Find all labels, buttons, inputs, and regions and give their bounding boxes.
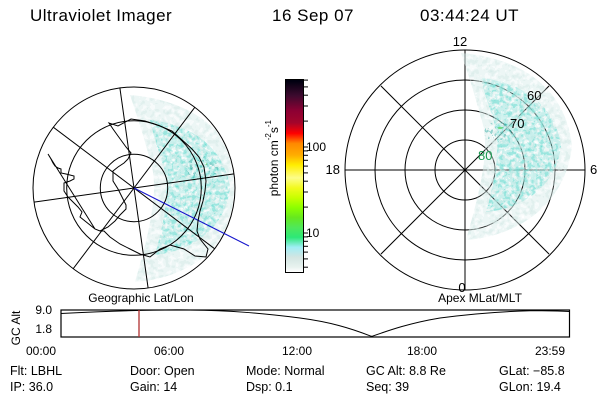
svg-text:Dsp: 0.1: Dsp: 0.1 [246, 380, 293, 394]
svg-text:12:00: 12:00 [282, 344, 312, 358]
svg-text:70: 70 [510, 116, 524, 131]
svg-text:23:59: 23:59 [535, 344, 565, 358]
svg-text:9.0: 9.0 [35, 303, 52, 317]
svg-text:80: 80 [478, 148, 492, 163]
svg-text:Mode: Normal: Mode: Normal [246, 364, 325, 378]
svg-text:1.8: 1.8 [35, 322, 52, 336]
svg-text:Apex MLat/MLT: Apex MLat/MLT [438, 291, 522, 305]
svg-text:Gain: 14: Gain: 14 [130, 380, 177, 394]
svg-text:GC Alt: 8.8 Re: GC Alt: 8.8 Re [366, 364, 446, 378]
svg-text:Geographic Lat/Lon: Geographic Lat/Lon [88, 291, 193, 305]
svg-text:GLon: 19.4: GLon: 19.4 [499, 380, 561, 394]
svg-text:GC Alt: GC Alt [9, 310, 23, 345]
svg-text:6: 6 [590, 162, 597, 177]
svg-text:18: 18 [326, 162, 340, 177]
svg-text:12: 12 [453, 34, 467, 49]
svg-text:00:00: 00:00 [26, 344, 56, 358]
svg-text:IP: 36.0: IP: 36.0 [10, 380, 53, 394]
svg-text:06:00: 06:00 [154, 344, 184, 358]
svg-text:GLat: −85.8: GLat: −85.8 [499, 364, 565, 378]
svg-text:Door: Open: Door: Open [130, 364, 195, 378]
svg-text:18:00: 18:00 [407, 344, 437, 358]
svg-text:Flt: LBHL: Flt: LBHL [10, 364, 62, 378]
svg-text:60: 60 [527, 88, 541, 103]
svg-text:Seq: 39: Seq: 39 [366, 380, 409, 394]
